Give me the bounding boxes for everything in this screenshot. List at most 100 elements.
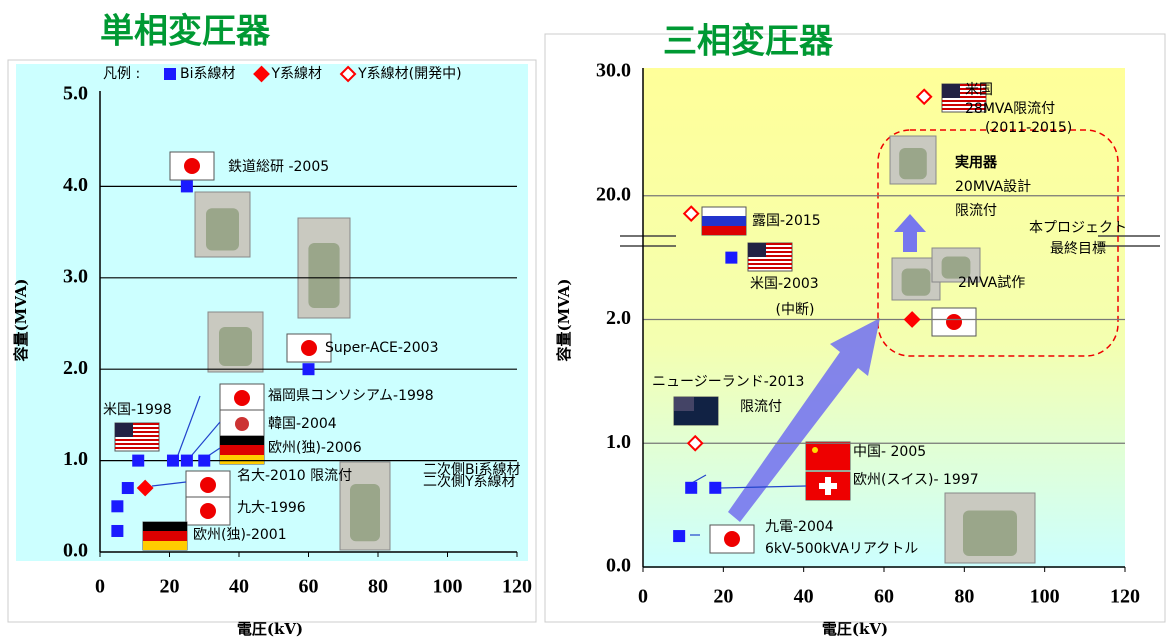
point [686, 434, 704, 452]
flag [748, 243, 792, 245]
x-tick-label: 80 [954, 586, 974, 608]
x-tick-label: 40 [229, 576, 249, 598]
annotation: 6kV-500kVAリアクトル [765, 541, 918, 557]
x-tick-label: 0 [95, 576, 105, 598]
flag [115, 431, 159, 433]
annotation: 欧州(独)-2001 [193, 527, 287, 543]
flag [220, 445, 264, 455]
annotation: 米国-1998 [103, 402, 172, 418]
x-tick-label: 100 [1030, 586, 1060, 608]
y-tick-label: 20.0 [596, 183, 631, 205]
point [136, 479, 154, 497]
point [709, 481, 722, 494]
photo [901, 268, 931, 296]
flag [301, 340, 317, 356]
annotation: 28MVA限流付 [965, 101, 1055, 117]
x-tick-label: 40 [794, 586, 814, 608]
flag [942, 92, 986, 94]
flag [748, 251, 792, 253]
flag [235, 417, 249, 431]
annotation: 限流付 [740, 399, 782, 415]
annotation: 欧州(独)-2006 [268, 440, 362, 456]
annotation: 米国 [965, 82, 993, 98]
pointer [151, 481, 187, 487]
photo [941, 256, 971, 279]
x-tick-label: 20 [713, 586, 733, 608]
point [111, 500, 124, 513]
x-tick-label: 120 [1110, 586, 1140, 608]
x-tick-label: 100 [433, 576, 463, 598]
flag [184, 158, 200, 174]
point [302, 363, 315, 376]
point [132, 454, 145, 467]
flag [812, 447, 818, 453]
decorations [114, 83, 1036, 564]
annotation: (2011-2015) [985, 120, 1072, 136]
legend-label: Y系線材(開発中) [357, 66, 461, 82]
legend-title: 凡例 : [103, 66, 140, 82]
flag [115, 423, 159, 425]
flag [200, 477, 216, 493]
y-axis-label: 容量(MVA) [12, 279, 30, 363]
photo [350, 484, 380, 542]
flag [942, 84, 960, 98]
y-tick-label: 2.0 [606, 307, 631, 329]
flag [748, 247, 792, 249]
annotation: 米国-2003 [750, 276, 819, 292]
flag [724, 531, 740, 547]
point [180, 180, 193, 193]
flag [674, 397, 694, 411]
photo [899, 148, 927, 180]
annotation: 福岡県コンソシアム-1998 [268, 388, 434, 404]
flag [220, 436, 264, 445]
legend-marker [253, 65, 270, 83]
big-arrow [728, 318, 880, 522]
y-tick-label: 5.0 [63, 83, 88, 105]
annotation: (中断) [776, 302, 815, 318]
point [725, 251, 738, 264]
flag [946, 314, 962, 330]
annotation: 九電-2004 [765, 519, 834, 535]
y-axis-label: 容量(MVA) [555, 279, 573, 363]
annotation: 最終目標 [1050, 241, 1106, 257]
annotation: 2MVA試作 [958, 275, 1025, 291]
pointer [719, 485, 807, 489]
legend-label: Y系線材 [271, 66, 323, 82]
x-axis-label: 電圧(kV) [237, 620, 303, 638]
flag [942, 96, 986, 98]
flag [748, 263, 792, 265]
flag [115, 435, 159, 437]
annotation: 20MVA設計 [955, 179, 1031, 195]
flag [702, 226, 746, 235]
annotation: 欧州(スイス)- 1997 [853, 472, 979, 488]
point [166, 454, 179, 467]
flag [942, 108, 986, 110]
flag [219, 409, 265, 439]
annotation: 二次側Bi系線材 [423, 462, 521, 478]
point [121, 482, 134, 495]
y-tick-label: 1.0 [63, 448, 88, 470]
flag [115, 443, 159, 445]
target-box [877, 129, 1119, 357]
legend-label: Bi系線材 [180, 66, 236, 82]
flag [942, 100, 986, 102]
chart-title: 三相変圧器 [663, 22, 834, 62]
left-plot-bg [16, 64, 528, 561]
photo [206, 208, 239, 251]
flag [143, 531, 187, 541]
chart-title: 単相変圧器 [100, 12, 271, 52]
x-axis-label: 電圧(kV) [822, 620, 888, 638]
x-tick-label: 0 [638, 586, 648, 608]
flag [115, 447, 159, 449]
axis-break [620, 235, 1160, 247]
point [685, 481, 698, 494]
annotation: 実用器 [955, 154, 998, 171]
flag [169, 151, 215, 181]
annotation: 二次側Y系線材 [423, 474, 516, 490]
y-tick-label: 2.0 [63, 357, 88, 379]
flag [748, 243, 766, 257]
pointer [177, 395, 201, 456]
flag [942, 84, 986, 86]
y-tick-label: 1.0 [606, 431, 631, 453]
